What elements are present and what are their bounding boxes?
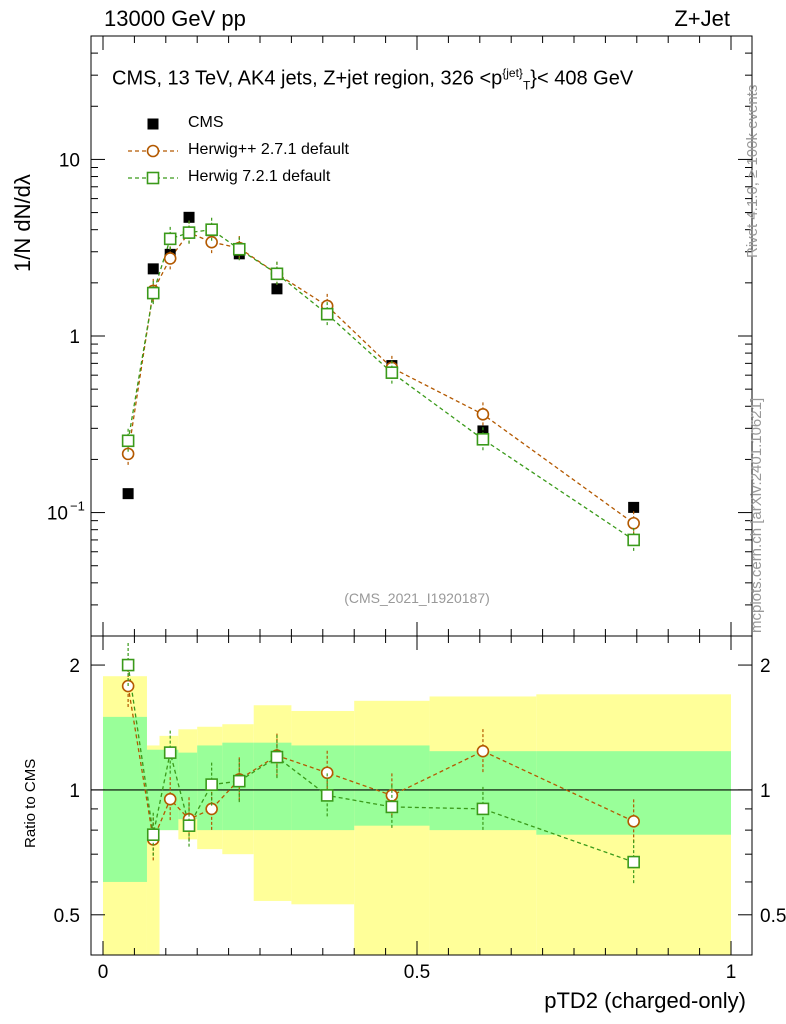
herwig7-point bbox=[121, 434, 135, 448]
herwigpp-ratio-point bbox=[320, 766, 334, 780]
inner-band-bin bbox=[291, 745, 355, 831]
legend-marker-herwigpp bbox=[146, 144, 160, 158]
herwig7-ratio-point bbox=[476, 802, 490, 816]
legend-label-herwigpp: Herwig++ 2.7.1 default bbox=[188, 141, 349, 158]
legend-marker-cms bbox=[147, 118, 159, 130]
process-label: Z+Jet bbox=[674, 6, 730, 31]
cms-point bbox=[147, 263, 159, 275]
y-tick-label: 10 bbox=[47, 504, 68, 525]
x-tick-label: 1 bbox=[726, 962, 737, 983]
herwig7-ratio-point bbox=[627, 855, 640, 869]
herwig7-ratio-point bbox=[320, 789, 334, 802]
herwigpp-ratio-point bbox=[627, 815, 640, 828]
herwig7-ratio-point bbox=[270, 750, 284, 764]
x-axis-label: pTD2 (charged-only) bbox=[544, 988, 746, 1013]
cms-point bbox=[271, 283, 283, 295]
herwig7-point bbox=[232, 242, 246, 256]
cms-point bbox=[122, 488, 134, 500]
rivet-label: Rivet 4.1.0, ≥ 100k events bbox=[744, 84, 761, 258]
cms-point bbox=[628, 501, 640, 513]
herwigpp-ratio-point bbox=[163, 792, 177, 806]
ratio-tick-label-left: 2 bbox=[69, 656, 80, 677]
herwig7-point bbox=[182, 226, 196, 239]
herwig7-point bbox=[320, 307, 334, 321]
x-tick-label: 0 bbox=[98, 962, 109, 983]
ratio-axis-label: Ratio to CMS bbox=[22, 758, 39, 848]
legend-label-cms: CMS bbox=[188, 114, 224, 131]
herwig7-point bbox=[627, 533, 640, 547]
ratio-uncertainty-bands bbox=[103, 676, 731, 955]
herwig7-point bbox=[476, 433, 490, 446]
legend-marker-herwig7 bbox=[146, 171, 160, 185]
herwigpp-ratio-line bbox=[127, 685, 634, 842]
mcplots-label: mcplots.cern.ch [arXiv:2401.10621] bbox=[748, 397, 765, 633]
herwig7-ratio-point bbox=[182, 819, 196, 832]
inner-band-bin bbox=[178, 752, 198, 820]
ratio-frame bbox=[90, 635, 753, 956]
herwig7-ratio-point bbox=[205, 778, 218, 791]
herwig7-ratio-point bbox=[121, 658, 135, 672]
herwig7-ratio-line bbox=[127, 664, 634, 863]
analysis-label: (CMS_2021_I1920187) bbox=[344, 590, 490, 606]
herwigpp-point bbox=[163, 252, 177, 265]
herwigpp-ratio-point bbox=[476, 744, 490, 758]
cms-point bbox=[477, 425, 489, 437]
y-axis-label: 1/N dN/dλ bbox=[10, 174, 35, 272]
cms-point bbox=[183, 211, 195, 223]
legend-label-herwig7: Herwig 7.2.1 default bbox=[188, 168, 331, 185]
herwigpp-line bbox=[127, 231, 635, 524]
y-tick-exponent: −1 bbox=[70, 499, 85, 514]
herwig7-ratio-point bbox=[163, 746, 177, 759]
herwig7-point bbox=[205, 223, 218, 236]
ratio-tick-label-right: 1 bbox=[760, 781, 771, 802]
herwigpp-point bbox=[627, 516, 640, 530]
herwig7-point bbox=[385, 366, 399, 379]
herwig7-point bbox=[146, 286, 160, 300]
plot-title: CMS, 13 TeV, AK4 jets, Z+jet region, 326… bbox=[112, 66, 634, 93]
data-series bbox=[121, 211, 640, 885]
herwig7-point bbox=[163, 232, 177, 246]
ratio-tick-label-right: 0.5 bbox=[760, 906, 786, 927]
herwig7-line bbox=[127, 229, 635, 541]
legend-markers bbox=[128, 118, 178, 185]
herwigpp-point bbox=[205, 235, 218, 249]
inner-band-bin bbox=[103, 716, 147, 882]
x-tick-label: 0.5 bbox=[404, 962, 430, 983]
energy-label: 13000 GeV pp bbox=[104, 6, 246, 31]
herwig7-ratio-point bbox=[385, 800, 399, 814]
ratio-tick-label-left: 0.5 bbox=[54, 906, 80, 927]
herwig7-point bbox=[270, 267, 284, 281]
herwig7-ratio-point bbox=[232, 774, 246, 788]
y-tick-label: 10 bbox=[59, 150, 80, 171]
ratio-tick-label-left: 1 bbox=[69, 781, 80, 802]
herwig7-ratio-point bbox=[146, 828, 160, 841]
herwigpp-point bbox=[476, 408, 490, 421]
ratio-tick-label-right: 2 bbox=[760, 656, 771, 677]
herwigpp-point bbox=[121, 447, 135, 461]
y-tick-label: 1 bbox=[69, 327, 80, 348]
